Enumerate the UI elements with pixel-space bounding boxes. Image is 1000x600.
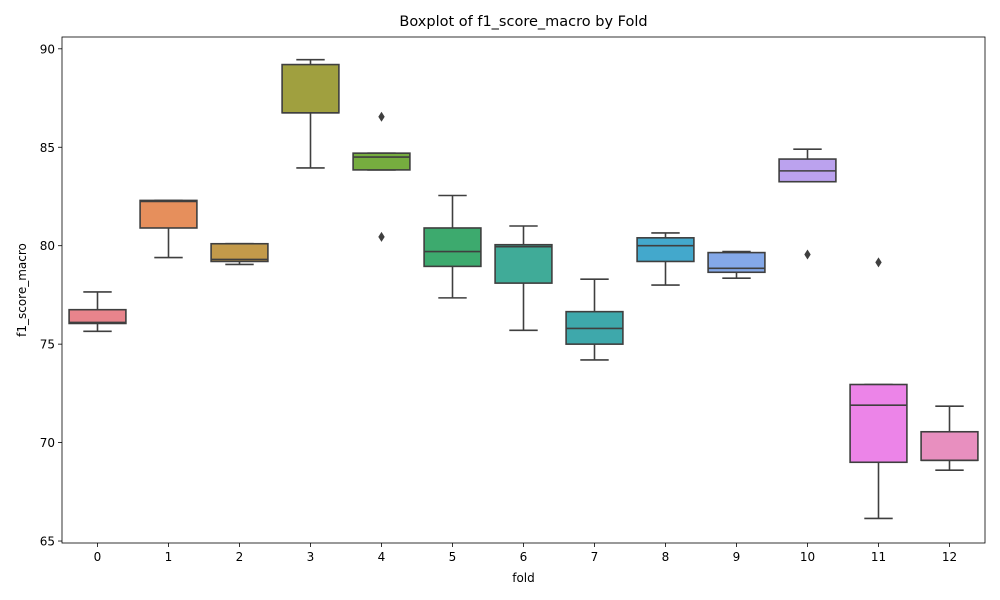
x-tick-label: 5 bbox=[449, 550, 457, 564]
x-tick-label: 0 bbox=[94, 550, 102, 564]
box-fold-4 bbox=[352, 111, 411, 242]
chart-title: Boxplot of f1_score_macro by Fold bbox=[399, 14, 647, 30]
box-iqr bbox=[849, 383, 908, 464]
outlier-point bbox=[378, 231, 385, 242]
y-tick-label: 90 bbox=[40, 42, 55, 56]
box-iqr bbox=[707, 251, 766, 274]
box-fold-0 bbox=[68, 291, 127, 333]
box-fold-3 bbox=[281, 58, 340, 169]
box-fold-2 bbox=[210, 242, 269, 266]
y-tick-label: 80 bbox=[40, 239, 55, 253]
box-iqr bbox=[352, 152, 411, 171]
y-axis-label: f1_score_macro bbox=[15, 243, 29, 337]
box-fold-10 bbox=[778, 148, 837, 260]
x-tick-label: 4 bbox=[378, 550, 386, 564]
x-axis-label: fold bbox=[512, 571, 535, 585]
x-tick-label: 1 bbox=[165, 550, 173, 564]
box-iqr bbox=[281, 63, 340, 114]
box-iqr bbox=[139, 199, 198, 229]
box-fold-12 bbox=[920, 405, 979, 471]
box-iqr bbox=[920, 430, 979, 462]
box-iqr bbox=[423, 227, 482, 268]
x-tick-label: 2 bbox=[236, 550, 244, 564]
box-fold-7 bbox=[565, 278, 624, 361]
x-tick-label: 12 bbox=[942, 550, 957, 564]
box-iqr bbox=[494, 243, 553, 284]
box-fold-6 bbox=[494, 225, 553, 332]
box-fold-9 bbox=[707, 250, 766, 279]
box-iqr bbox=[636, 237, 695, 263]
outlier-point bbox=[875, 257, 882, 268]
x-tick-label: 6 bbox=[520, 550, 528, 564]
box-fold-11 bbox=[849, 257, 908, 520]
y-tick-label: 70 bbox=[40, 436, 55, 450]
box-fold-8 bbox=[636, 232, 695, 286]
x-tick-label: 9 bbox=[733, 550, 741, 564]
box-fold-5 bbox=[423, 194, 482, 299]
y-tick-label: 65 bbox=[40, 535, 55, 549]
y-tick-label: 85 bbox=[40, 141, 55, 155]
box-fold-1 bbox=[139, 199, 198, 259]
x-tick-label: 8 bbox=[662, 550, 670, 564]
y-tick-label: 75 bbox=[40, 338, 55, 352]
x-tick-label: 11 bbox=[871, 550, 886, 564]
outlier-point bbox=[804, 249, 811, 260]
box-iqr bbox=[68, 308, 127, 325]
plot-area bbox=[68, 58, 979, 520]
x-axis: 0 1 2 3 4 5 6 7 8 9 10 11 12 bbox=[94, 543, 957, 564]
outlier-point bbox=[378, 111, 385, 122]
box-iqr bbox=[210, 242, 269, 263]
x-tick-label: 7 bbox=[591, 550, 599, 564]
x-tick-label: 3 bbox=[307, 550, 315, 564]
y-axis: 65 70 75 80 85 90 bbox=[40, 42, 62, 549]
x-tick-label: 10 bbox=[800, 550, 815, 564]
